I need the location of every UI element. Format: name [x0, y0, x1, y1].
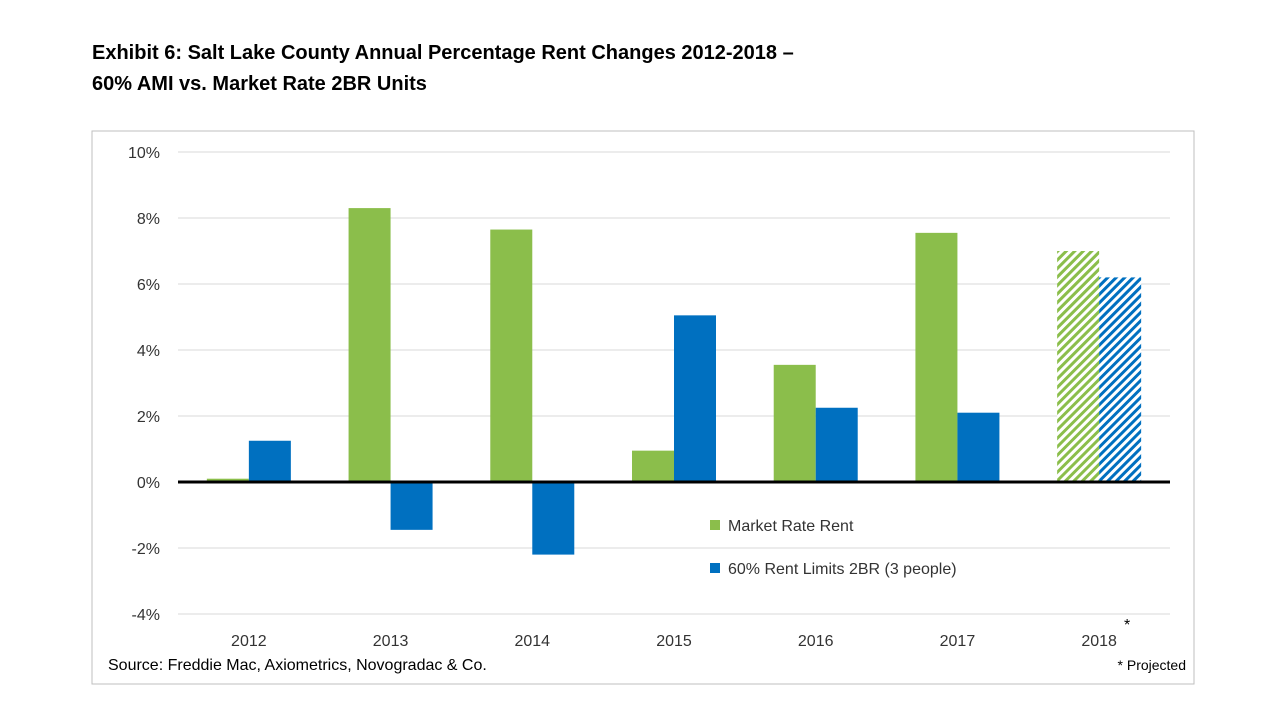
- y-tick-label: 6%: [137, 277, 160, 294]
- source-note: Source: Freddie Mac, Axiometrics, Novogr…: [108, 657, 487, 674]
- legend-label-rent-limits: 60% Rent Limits 2BR (3 people): [728, 561, 957, 578]
- y-tick-label: -4%: [132, 607, 160, 624]
- bar-rent-limits-2012: [248, 440, 291, 482]
- bars: [206, 208, 1142, 555]
- x-tick-projected-mark: *: [1124, 617, 1130, 634]
- bar-market-rate-2013: [348, 208, 391, 482]
- bar-market-rate-2014: [490, 229, 533, 482]
- bar-market-rate-2015: [632, 450, 674, 482]
- y-tick-label: 8%: [137, 211, 160, 228]
- bar-market-rate-2018: [1057, 251, 1100, 482]
- chart-frame: [91, 130, 1195, 685]
- x-tick-label: 2013: [373, 633, 409, 650]
- x-tick-label: 2017: [940, 633, 976, 650]
- y-tick-label: 10%: [128, 145, 160, 162]
- bar-rent-limits-2014: [532, 482, 575, 555]
- chart-subtitle: 60% AMI vs. Market Rate 2BR Units: [92, 73, 427, 95]
- bar-rent-limits-2018: [1099, 277, 1142, 482]
- legend-swatch-market-rate: [710, 520, 720, 530]
- y-tick-label: -2%: [132, 541, 160, 558]
- legend-swatch-rent-limits: [710, 563, 720, 573]
- x-tick-label: 2015: [656, 633, 692, 650]
- gridlines: [178, 151, 1170, 615]
- legend: Market Rate Rent 60% Rent Limits 2BR (3 …: [710, 518, 957, 578]
- bar-market-rate-2016: [773, 364, 816, 482]
- y-tick-label: 0%: [137, 475, 160, 492]
- x-tick-label: 2012: [231, 633, 267, 650]
- bar-market-rate-2012: [206, 478, 249, 482]
- x-tick-label: 2018: [1081, 633, 1117, 650]
- bar-market-rate-2017: [915, 232, 958, 482]
- y-tick-label: 4%: [137, 343, 160, 360]
- x-tick-label: 2014: [514, 633, 550, 650]
- legend-label-market-rate: Market Rate Rent: [728, 518, 854, 535]
- bar-rent-limits-2015: [674, 315, 716, 482]
- chart-title: Exhibit 6: Salt Lake County Annual Perce…: [92, 42, 794, 64]
- y-axis-ticks: 10% 8% 6% 4% 2% 0% -2% -4%: [128, 145, 160, 624]
- bar-rent-limits-2013: [390, 482, 433, 530]
- chart-title-block: Exhibit 6: Salt Lake County Annual Perce…: [92, 38, 794, 100]
- x-axis-ticks: 2012 2013 2014 2015 2016 2017 2018 *: [231, 617, 1130, 650]
- projected-footnote: * Projected: [1118, 657, 1186, 673]
- x-tick-label: 2016: [798, 633, 834, 650]
- bar-rent-limits-2017: [957, 412, 1000, 482]
- y-tick-label: 2%: [137, 409, 160, 426]
- bar-rent-limits-2016: [815, 407, 858, 482]
